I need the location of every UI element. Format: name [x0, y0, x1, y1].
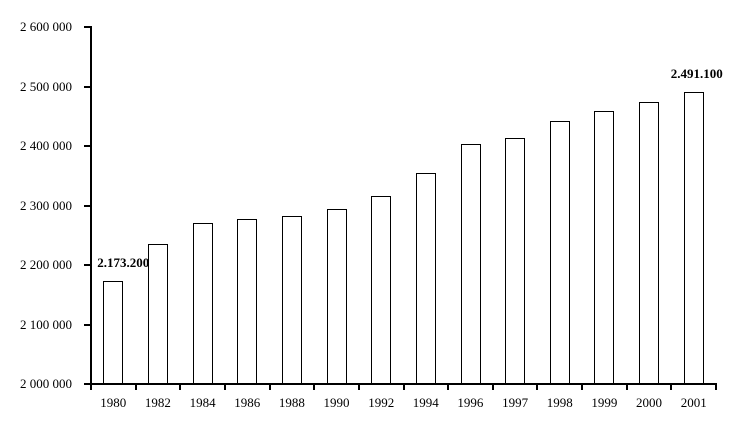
x-tick: [670, 383, 673, 390]
bar-1999: [594, 110, 615, 384]
x-tick: [625, 383, 628, 390]
y-axis-line: [90, 26, 92, 385]
x-axis-label: 1986: [234, 395, 261, 410]
x-tick: [223, 383, 226, 390]
bar-1980: [103, 280, 124, 384]
data-label-1980: 2.173.200: [97, 254, 150, 270]
bar-1994: [415, 173, 436, 384]
x-axis-label: 1999: [591, 395, 618, 410]
x-axis-label: 2001: [680, 395, 707, 410]
x-tick: [179, 383, 182, 390]
y-tick: [84, 204, 91, 207]
bar-1986: [237, 219, 258, 384]
y-tick: [84, 383, 91, 385]
x-axis-label: 1984: [189, 395, 216, 410]
x-tick: [134, 383, 137, 390]
y-axis-label: 2 400 000: [20, 138, 72, 153]
bar-2000: [639, 102, 659, 384]
x-tick: [447, 383, 450, 390]
y-axis-label: 2 300 000: [20, 197, 72, 213]
x-axis-label: 1980: [100, 395, 127, 410]
y-tick: [84, 85, 91, 88]
y-axis-label: 2 500 000: [20, 78, 72, 94]
y-tick: [84, 264, 91, 266]
x-axis-label: 1997: [502, 395, 529, 410]
x-tick: [357, 383, 360, 390]
x-axis-label: 2000: [635, 395, 662, 410]
y-axis-label: 2 100 000: [20, 316, 72, 332]
y-tick: [84, 145, 91, 147]
y-tick: [84, 26, 91, 28]
bar-1984: [192, 223, 213, 384]
x-axis-label: 1990: [323, 395, 350, 410]
x-tick: [402, 383, 405, 390]
x-axis-label: 1994: [412, 395, 439, 410]
x-axis-label: 1982: [144, 395, 171, 410]
x-axis-label: 1998: [546, 395, 573, 410]
bar-1982: [148, 243, 168, 384]
data-label-2001: 2.491.100: [670, 65, 723, 81]
x-axis-label: 1992: [368, 395, 395, 410]
x-tick: [581, 383, 584, 390]
bar-1998: [549, 121, 570, 384]
x-axis-label: 1988: [278, 395, 305, 410]
x-axis-label: 1996: [457, 395, 484, 410]
bar-2001: [683, 91, 704, 384]
y-tick: [84, 323, 91, 326]
x-tick: [536, 383, 539, 390]
x-tick: [90, 383, 92, 390]
y-axis-label: 2 000 000: [20, 376, 72, 391]
bar-1992: [371, 196, 392, 384]
bar-1996: [460, 144, 481, 384]
bar-1990: [326, 208, 347, 384]
x-tick: [491, 383, 494, 390]
x-tick: [313, 383, 316, 390]
bar-1988: [281, 215, 302, 384]
x-tick: [715, 383, 717, 390]
y-axis-label: 2 200 000: [20, 257, 72, 272]
y-axis-label: 2 600 000: [20, 19, 72, 34]
x-tick: [268, 383, 271, 390]
bar-1997: [505, 137, 526, 384]
